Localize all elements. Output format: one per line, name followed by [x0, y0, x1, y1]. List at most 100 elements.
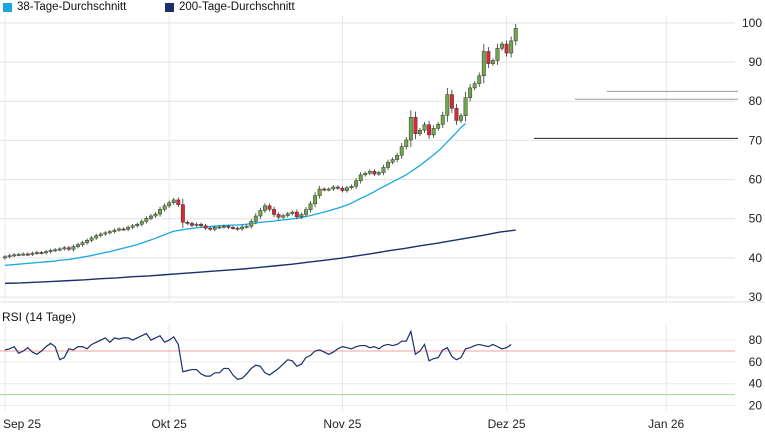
candle-body-22 — [103, 232, 108, 235]
candle-body-106 — [486, 51, 491, 64]
candle-body-76 — [349, 185, 354, 189]
candle-body-101 — [463, 97, 468, 116]
candle-body-63 — [290, 211, 295, 214]
ma200-line — [4, 229, 516, 285]
rsi-y-tick-label-40: 40 — [749, 377, 763, 391]
candle-body-48 — [221, 225, 226, 228]
gridlines — [0, 15, 765, 411]
candle-body-53 — [244, 225, 249, 228]
candle-body-38 — [176, 199, 181, 205]
candle-body-51 — [235, 227, 240, 230]
x-tick-label-1: Okt 25 — [151, 417, 187, 430]
candle-body-93 — [427, 124, 432, 136]
support-resistance-lines — [533, 90, 738, 139]
candle-body-65 — [299, 214, 304, 218]
candle-body-110 — [504, 43, 509, 54]
candle-body-41 — [190, 223, 194, 226]
y-tick-label-30: 30 — [749, 290, 763, 304]
candle-body-50 — [231, 227, 235, 229]
y-tick-label-60: 60 — [749, 173, 763, 187]
legend-label-ma200: 200-Tage-Durchschnitt — [179, 1, 295, 13]
candle-body-66 — [304, 209, 308, 215]
candle-body-46 — [212, 227, 217, 230]
y-tick-label-90: 90 — [749, 55, 763, 69]
candle-body-15 — [71, 246, 76, 250]
candle-body-73 — [335, 186, 340, 189]
candle-body-81 — [372, 171, 377, 175]
candle-body-86 — [395, 155, 400, 160]
candle-body-95 — [436, 124, 441, 129]
rsi-lines — [0, 329, 735, 396]
candle-body-99 — [454, 108, 459, 121]
candle-body-27 — [126, 227, 131, 230]
legend-item-ma38: 38-Tage-Durchschnitt — [3, 1, 126, 13]
candle-body-71 — [326, 188, 331, 191]
candle-body-64 — [294, 211, 299, 218]
legend-swatch-ma200 — [165, 2, 174, 12]
rsi-y-tick-label-80: 80 — [749, 333, 763, 347]
axes-labels: 30 40 50 60 70 80 90 100 Sep 25 Okt 25 Nov 25 Dez 2… — [3, 16, 763, 431]
candle-body-34 — [158, 209, 162, 215]
candle-body-78 — [358, 174, 363, 181]
rsi-line — [4, 329, 512, 381]
y-tick-label-50: 50 — [749, 212, 763, 226]
candle-body-52 — [240, 226, 245, 230]
y-tick-label-80: 80 — [749, 94, 763, 108]
candle-body-44 — [203, 225, 208, 229]
candle-body-97 — [445, 94, 450, 116]
rsi-y-tick-label-20: 20 — [749, 399, 763, 413]
candle-body-23 — [107, 231, 112, 234]
candle-body-32 — [148, 215, 153, 219]
x-tick-label-3: Dez 25 — [488, 417, 526, 430]
candle-body-35 — [162, 205, 167, 210]
candle-body-57 — [262, 205, 267, 211]
candle-body-82 — [376, 172, 381, 175]
candle-body-55 — [253, 215, 258, 222]
candle-body-17 — [80, 242, 85, 245]
rsi-panel-title: RSI (14 Tage) — [2, 310, 76, 324]
candle-body-80 — [367, 171, 372, 174]
candle-body-42 — [194, 223, 199, 226]
candle-body-72 — [331, 186, 336, 190]
candle-body-24 — [112, 229, 117, 232]
candle-body-12 — [57, 248, 62, 251]
candle-body-18 — [85, 240, 90, 243]
ma38-line — [4, 123, 466, 267]
candle-body-9 — [44, 251, 48, 254]
x-tick-label-0: Sep 25 — [3, 417, 41, 430]
candle-body-21 — [98, 233, 103, 236]
candles — [3, 23, 518, 260]
candle-body-30 — [139, 221, 144, 225]
candle-body-77 — [354, 180, 359, 187]
candle-body-70 — [322, 188, 327, 191]
x-tick-label-2: Nov 25 — [323, 417, 361, 430]
candle-body-84 — [386, 162, 390, 168]
candle-body-47 — [217, 226, 222, 229]
candle-body-0 — [3, 256, 7, 259]
candle-body-20 — [94, 235, 99, 239]
y-tick-label-70: 70 — [749, 133, 763, 147]
candle-body-40 — [185, 222, 190, 224]
candle-body-92 — [422, 124, 427, 131]
candle-body-59 — [272, 209, 276, 215]
moving-averages — [4, 123, 516, 285]
candle-body-89 — [408, 117, 413, 141]
candle-body-26 — [121, 228, 126, 231]
candle-body-105 — [481, 51, 486, 77]
candle-body-75 — [345, 187, 349, 191]
candle-body-69 — [317, 188, 322, 196]
candle-body-36 — [167, 202, 172, 207]
candle-body-62 — [285, 213, 290, 216]
candle-body-83 — [381, 167, 386, 173]
candle-body-29 — [135, 223, 140, 227]
candle-body-87 — [399, 146, 404, 156]
candle-body-1 — [7, 255, 12, 258]
candle-body-58 — [267, 205, 272, 210]
candle-body-88 — [404, 139, 409, 147]
candle-body-54 — [249, 221, 254, 227]
legend-item-ma200: 200-Tage-Durchschnitt — [165, 1, 295, 13]
legend-swatch-ma38 — [3, 2, 12, 12]
y-tick-label-40: 40 — [749, 251, 763, 265]
candle-body-85 — [390, 159, 395, 163]
candle-body-104 — [477, 75, 482, 84]
